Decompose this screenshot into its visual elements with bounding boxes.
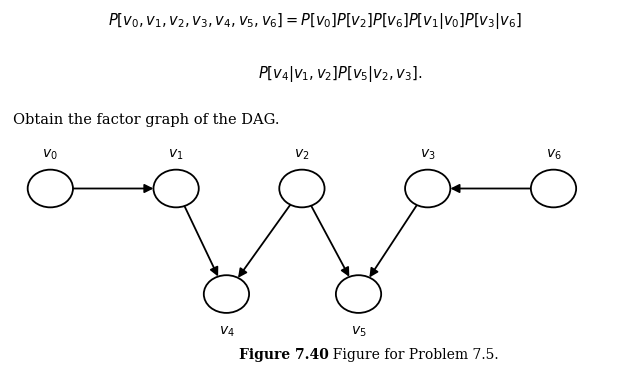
Ellipse shape: [279, 170, 325, 207]
Ellipse shape: [336, 275, 381, 313]
Text: $\it{v}_{6}$: $\it{v}_{6}$: [546, 147, 561, 162]
Text: $\it{v}_{4}$: $\it{v}_{4}$: [218, 325, 235, 339]
Text: $\it{v}_{1}$: $\it{v}_{1}$: [169, 147, 184, 162]
Ellipse shape: [153, 170, 199, 207]
Text: $\it{v}_{0}$: $\it{v}_{0}$: [43, 147, 58, 162]
Text: $\it{v}_{2}$: $\it{v}_{2}$: [294, 147, 309, 162]
Ellipse shape: [28, 170, 73, 207]
Text: Obtain the factor graph of the DAG.: Obtain the factor graph of the DAG.: [13, 113, 279, 127]
Text: $\it{v}_{5}$: $\it{v}_{5}$: [351, 325, 366, 339]
Text: $\it{v}_{3}$: $\it{v}_{3}$: [420, 147, 435, 162]
Text: Figure 7.40: Figure 7.40: [239, 348, 329, 362]
Text: $\mathit{P}[v_0, v_1, v_2, v_3, v_4, v_5, v_6] = \mathit{P}[v_0]\mathit{P}[v_2]\: $\mathit{P}[v_0, v_1, v_2, v_3, v_4, v_5…: [108, 11, 521, 31]
Ellipse shape: [531, 170, 576, 207]
Text: Figure for Problem 7.5.: Figure for Problem 7.5.: [324, 348, 499, 362]
Text: $\mathit{P}[v_4|v_1, v_2]\mathit{P}[v_5|v_2, v_3].$: $\mathit{P}[v_4|v_1, v_2]\mathit{P}[v_5|…: [258, 64, 421, 84]
Ellipse shape: [204, 275, 249, 313]
Ellipse shape: [405, 170, 450, 207]
